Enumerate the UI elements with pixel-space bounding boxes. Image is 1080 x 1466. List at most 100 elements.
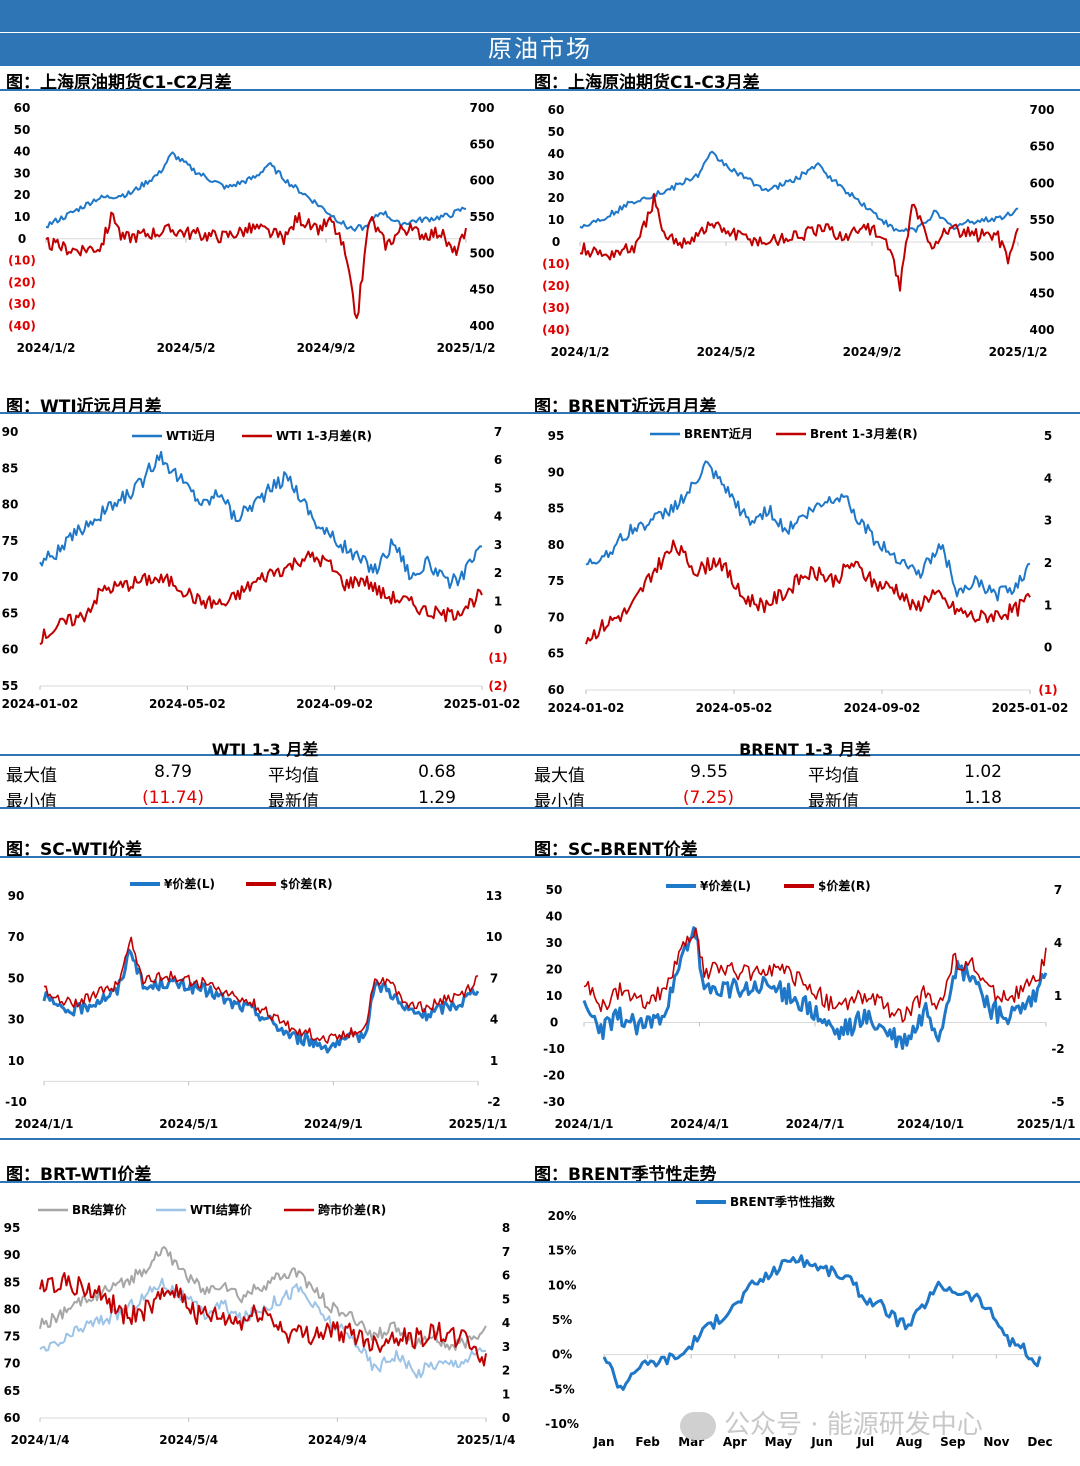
y-tick-label: -10%: [545, 1417, 579, 1431]
x-tick-label: 2025/1/2: [437, 341, 496, 355]
stat-value: 8.79: [154, 762, 192, 782]
y-tick-label: 65: [2, 606, 19, 620]
series-line-2: [579, 193, 1019, 292]
y-tick-label: 10: [546, 989, 563, 1003]
x-tick-label: 2024-01-02: [548, 701, 625, 715]
y-tick-label: -30: [543, 1095, 565, 1109]
x-tick-label: Apr: [723, 1435, 747, 1449]
wechat-icon: [680, 1411, 716, 1440]
y-tick-label: 20: [14, 188, 31, 202]
stat-label: 最大值: [6, 766, 57, 786]
x-tick-label: Dec: [1027, 1435, 1052, 1449]
y2-tick-label: 7: [1054, 883, 1062, 897]
y-tick-label: -10: [543, 1042, 565, 1056]
y2-tick-label: -2: [1051, 1042, 1064, 1056]
stat-value-negative: (7.25): [682, 788, 734, 808]
y-tick-label: 10%: [548, 1278, 577, 1292]
stat-label: 最大值: [534, 766, 585, 786]
y-tick-label: 20: [546, 963, 563, 977]
y2-tick-label: 650: [469, 137, 494, 151]
y-tick-label: 60: [4, 1411, 21, 1425]
y-tick-label: 50: [546, 883, 563, 897]
x-tick-label: 2024/7/1: [786, 1117, 845, 1131]
y2-tick-label: (1): [1038, 683, 1057, 697]
stat-value: 1.18: [964, 788, 1002, 808]
divider: [0, 1138, 1080, 1140]
legend-label: ¥价差(L): [164, 876, 215, 891]
y-tick-label: 40: [548, 147, 565, 161]
divider: [0, 754, 1080, 756]
series-line-1: [585, 460, 1031, 602]
y-tick-label: 40: [546, 910, 563, 924]
divider: [0, 89, 1080, 91]
stat-value: 0.68: [418, 762, 456, 782]
series-line-3: [39, 1272, 487, 1367]
y2-tick-label: 3: [502, 1340, 510, 1354]
y-tick-label: 40: [14, 145, 31, 159]
x-tick-label: 2024/9/4: [308, 1433, 367, 1447]
y-tick-label: 60: [548, 103, 565, 117]
chart-title-sc-c1c2: 图：上海原油期货C1-C2月差: [6, 73, 232, 93]
y2-tick-label: 550: [1029, 213, 1054, 227]
chart-sc-wti: 90 70 50 30 10 -10 13 10 7 4 1 -2 2024/1/1 2024/5/1 20…: [5, 876, 507, 1131]
stat-label: 平均值: [268, 766, 319, 786]
y-tick-label: 55: [2, 679, 19, 693]
y2-tick-label: 5: [502, 1292, 510, 1306]
y-tick-label: (30): [8, 297, 36, 311]
y2-tick-label: 2: [502, 1364, 510, 1378]
y2-tick-label: 7: [490, 971, 498, 985]
legend-label: BRENT季节性指数: [730, 1194, 836, 1209]
x-tick-label: 2024/10/1: [897, 1117, 964, 1131]
x-tick-label: 2024/9/2: [297, 341, 356, 355]
y-tick-label: 65: [4, 1384, 21, 1398]
series-line-2: [583, 927, 1047, 1023]
series-line-2: [39, 1277, 486, 1379]
y-tick-label: (40): [8, 319, 36, 333]
y2-tick-label: 400: [1029, 323, 1054, 337]
chart-brent-spread: 95 90 85 80 75 70 65 60 5 4 3 2 1 0 (1) 2024-01-02 2024-…: [548, 426, 1069, 715]
y2-tick-label: 600: [1029, 176, 1054, 190]
y-tick-label: 10: [8, 1054, 25, 1068]
y-tick-label: 80: [2, 498, 19, 512]
stats-title-brent: BRENT 1-3 月差: [739, 740, 871, 759]
chart-title-sc-wti: 图：SC-WTI价差: [6, 840, 143, 860]
legend-label: 跨市价差(R): [318, 1202, 386, 1217]
y2-tick-label: 3: [494, 538, 502, 552]
chart-wti-spread: 908580757065605576543210(1)(2)2024-01-02…: [2, 425, 521, 711]
x-tick-label: 2024-05-02: [696, 701, 773, 715]
y-tick-label: 85: [2, 461, 19, 475]
chart-title-sc-c1c3: 图：上海原油期货C1-C3月差: [534, 73, 760, 93]
y2-tick-label: 6: [494, 453, 502, 467]
y2-tick-label: 7: [494, 425, 502, 439]
y-tick-label: 10: [14, 210, 31, 224]
stat-label: 平均值: [808, 766, 859, 786]
y-tick-label: 10: [548, 213, 565, 227]
y2-tick-label: 600: [469, 174, 494, 188]
y2-tick-label: 0: [1044, 641, 1052, 655]
legend-label: WTI结算价: [190, 1202, 253, 1217]
y2-tick-label: 2: [1044, 556, 1052, 570]
y2-tick-label: (1): [488, 651, 507, 665]
y-tick-label: 65: [548, 647, 565, 661]
y-tick-label: 70: [548, 610, 565, 624]
y-tick-label: 60: [548, 683, 565, 697]
y2-tick-label: (2): [488, 679, 507, 693]
y2-tick-label: 700: [1029, 103, 1054, 117]
series-line-2: [43, 936, 479, 1044]
y-tick-label: 15%: [548, 1244, 577, 1258]
y2-tick-label: 5: [494, 481, 502, 495]
y2-tick-label: 2: [494, 566, 502, 580]
y2-tick-label: 7: [502, 1245, 510, 1259]
y-tick-label: 60: [2, 643, 19, 657]
y-tick-label: 70: [4, 1357, 21, 1371]
stat-value: 9.55: [690, 762, 728, 782]
legend-label: BRENT近月: [684, 426, 753, 441]
watermark-text: 公众号 · 能源研发中心: [724, 1410, 983, 1440]
y-tick-label: 90: [8, 889, 25, 903]
x-tick-label: 2024/9/1: [304, 1117, 363, 1131]
y-tick-label: 70: [2, 570, 19, 584]
y-tick-label: 95: [4, 1221, 21, 1235]
x-tick-label: Feb: [635, 1435, 660, 1449]
y2-tick-label: 1: [1044, 598, 1052, 612]
